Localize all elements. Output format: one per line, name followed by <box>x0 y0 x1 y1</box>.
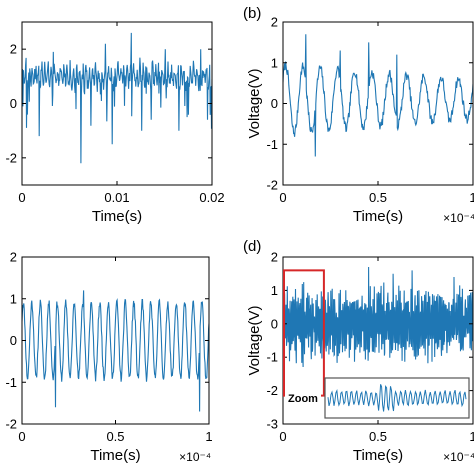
axes-frame <box>21 21 213 186</box>
x-tick-label: 0 <box>18 190 25 205</box>
x-axis-title: Time(s) <box>92 208 142 225</box>
y-tick-label: 2 <box>271 250 278 265</box>
x-tick-label: 0 <box>279 190 286 205</box>
panel-d: 0 0.5 1 -3 -2 -1 0 1 2 Time(s) Voltage(V) ×10⁻⁴ (d) Z… <box>243 238 474 464</box>
y-tick-label: 1 <box>271 283 278 298</box>
panel-b: 0 0.5 1 -2 -1 0 1 2 Time(s) Voltage(V) ×10⁻⁴ (b) <box>243 5 474 225</box>
zoom-label-background <box>285 388 321 406</box>
y-tick-label: 2 <box>271 15 278 30</box>
y-tick-label: -2 <box>5 150 17 165</box>
x-tick-label: 1 <box>205 429 212 444</box>
y-tick-label: -2 <box>5 417 17 432</box>
series-line <box>22 32 212 164</box>
y-tick-label: -1 <box>266 350 278 365</box>
x-tick-label: 0 <box>279 429 286 444</box>
y-tick-label: 1 <box>10 291 17 306</box>
x-axis-exponent: ×10⁻⁴ <box>443 211 474 225</box>
y-tick-label: -3 <box>266 417 278 432</box>
y-tick-label: 0 <box>10 96 17 111</box>
y-tick-label: 2 <box>10 250 17 265</box>
series-line <box>22 290 209 412</box>
axes-frame <box>21 256 210 425</box>
x-axis-title: Time(s) <box>353 208 403 225</box>
y-tick-label: -2 <box>266 178 278 193</box>
x-axis-exponent: ×10⁻⁴ <box>179 450 211 464</box>
x-axis-exponent: ×10⁻⁴ <box>443 450 474 464</box>
x-tick-label: 0.5 <box>106 429 124 444</box>
panel-label: (d) <box>243 238 261 255</box>
x-tick-label: 0.01 <box>104 190 129 205</box>
y-tick-label: 0 <box>271 96 278 111</box>
x-tick-label: 0.5 <box>369 190 387 205</box>
panel-a: 0 0.01 0.02 -2 0 2 Time(s) <box>5 21 225 225</box>
panel-c: 0 0.5 1 -2 -1 0 1 2 Time(s) ×10⁻⁴ <box>5 250 212 465</box>
x-axis-title: Time(s) <box>353 447 403 464</box>
x-tick-label: 1 <box>469 429 474 444</box>
x-axis-title: Time(s) <box>90 447 140 464</box>
y-tick-label: 0 <box>271 316 278 331</box>
y-tick-label: -1 <box>5 375 17 390</box>
y-axis-title: Voltage(V) <box>246 305 263 375</box>
series-line <box>283 34 473 157</box>
x-tick-label: 0.02 <box>199 190 224 205</box>
panel-label: (b) <box>243 5 261 22</box>
y-tick-label: 1 <box>271 55 278 70</box>
zoom-inset-line <box>327 384 467 412</box>
x-tick-label: 1 <box>469 190 474 205</box>
zoom-label: Zoom <box>288 393 318 405</box>
axes-frame <box>282 21 474 186</box>
x-tick-label: 0.5 <box>369 429 387 444</box>
y-axis-title: Voltage(V) <box>246 68 263 138</box>
y-tick-label: -2 <box>266 383 278 398</box>
y-tick-label: -1 <box>266 137 278 152</box>
y-tick-label: 2 <box>10 42 17 57</box>
y-tick-label: 0 <box>10 333 17 348</box>
series-line <box>283 266 473 368</box>
x-tick-label: 0 <box>18 429 25 444</box>
